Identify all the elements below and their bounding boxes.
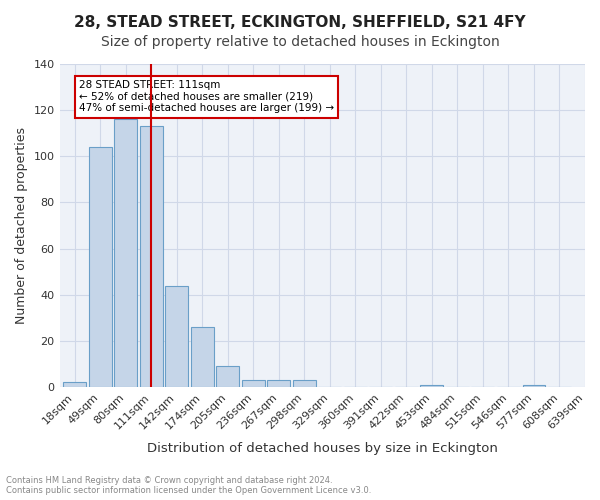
- Bar: [166, 286, 188, 387]
- Text: Contains HM Land Registry data © Crown copyright and database right 2024.
Contai: Contains HM Land Registry data © Crown c…: [6, 476, 371, 495]
- Y-axis label: Number of detached properties: Number of detached properties: [15, 127, 28, 324]
- Bar: [293, 380, 316, 387]
- Text: 28 STEAD STREET: 111sqm
← 52% of detached houses are smaller (219)
47% of semi-d: 28 STEAD STREET: 111sqm ← 52% of detache…: [79, 80, 334, 114]
- Text: Size of property relative to detached houses in Eckington: Size of property relative to detached ho…: [101, 35, 499, 49]
- Bar: [421, 384, 443, 387]
- Bar: [217, 366, 239, 387]
- Bar: [191, 327, 214, 387]
- X-axis label: Distribution of detached houses by size in Eckington: Distribution of detached houses by size …: [147, 442, 498, 455]
- Bar: [268, 380, 290, 387]
- Text: 28, STEAD STREET, ECKINGTON, SHEFFIELD, S21 4FY: 28, STEAD STREET, ECKINGTON, SHEFFIELD, …: [74, 15, 526, 30]
- Bar: [64, 382, 86, 387]
- Bar: [89, 147, 112, 387]
- Bar: [140, 126, 163, 387]
- Bar: [523, 384, 545, 387]
- Bar: [242, 380, 265, 387]
- Bar: [115, 120, 137, 387]
